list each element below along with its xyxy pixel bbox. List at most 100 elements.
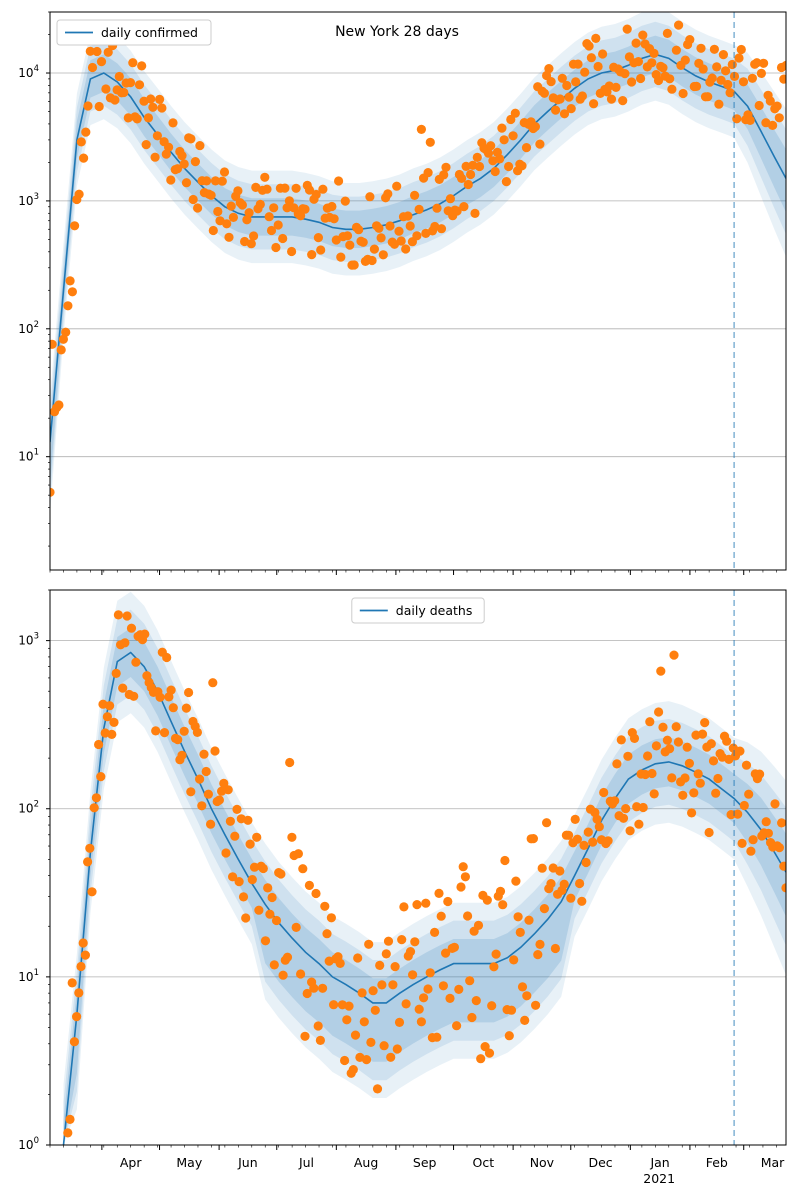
observed-point <box>703 92 713 102</box>
observed-point <box>768 120 778 130</box>
observed-point <box>172 164 183 174</box>
observed-point <box>392 181 402 191</box>
y-tick-exponent: 3 <box>34 192 39 202</box>
observed-point <box>551 105 561 115</box>
observed-point <box>379 1041 389 1051</box>
observed-point <box>225 816 235 826</box>
observed-point <box>419 993 429 1003</box>
observed-point <box>671 45 682 55</box>
observed-point <box>631 38 641 48</box>
figure-title: New York 28 days <box>335 24 459 40</box>
observed-point <box>684 758 695 769</box>
observed-point <box>634 819 644 829</box>
observed-point <box>471 996 481 1006</box>
observed-point <box>559 109 570 119</box>
y-tick-exponent: 4 <box>34 64 39 74</box>
observed-point <box>737 838 747 849</box>
observed-point <box>570 814 580 825</box>
observed-point <box>765 96 775 106</box>
x-axis: Apr May Jun Jul Aug Sep Oct Nov Dec Jan Feb Mar 2021 <box>49 570 785 1186</box>
observed-point <box>744 789 754 799</box>
observed-point <box>414 204 424 214</box>
observed-point <box>230 831 240 841</box>
observed-point <box>515 927 525 938</box>
observed-point <box>452 206 462 216</box>
observed-point <box>673 737 684 747</box>
observed-point <box>113 610 123 620</box>
observed-point <box>241 913 251 923</box>
observed-point <box>232 804 242 815</box>
x-month-label: Sep <box>413 1155 437 1170</box>
observed-point <box>76 961 86 972</box>
observed-point <box>491 949 501 959</box>
observed-point <box>186 787 196 797</box>
observed-point <box>304 185 315 195</box>
observed-point <box>454 984 464 995</box>
observed-point <box>476 1054 486 1064</box>
observed-point <box>69 1037 79 1047</box>
observed-point <box>539 904 550 914</box>
observed-point <box>119 87 129 98</box>
observed-point <box>459 202 469 212</box>
observed-point <box>345 240 355 250</box>
observed-point <box>779 861 786 871</box>
observed-point <box>405 221 415 231</box>
observed-point <box>109 717 119 728</box>
observed-point <box>438 981 448 991</box>
observed-point <box>521 143 532 153</box>
observed-point <box>416 1017 426 1027</box>
observed-point <box>208 225 218 236</box>
observed-point <box>357 988 367 998</box>
x-month-label: Nov <box>530 1155 555 1170</box>
observed-point <box>770 799 780 809</box>
observed-point <box>458 862 468 872</box>
observed-point <box>177 151 187 161</box>
observed-point <box>739 800 749 811</box>
observed-point <box>460 872 470 882</box>
observed-point <box>736 44 746 55</box>
observed-point <box>432 203 442 213</box>
observed-point <box>381 949 391 959</box>
observed-point <box>777 818 786 828</box>
observed-point <box>181 703 191 713</box>
observed-point <box>342 231 353 241</box>
observed-point <box>92 46 102 57</box>
observed-point <box>336 252 346 262</box>
observed-point <box>263 883 273 893</box>
observed-point <box>392 1044 402 1054</box>
x-month-label: May <box>176 1155 202 1170</box>
x-month-label: Aug <box>354 1155 378 1170</box>
observed-point <box>370 1005 380 1015</box>
observed-point <box>638 802 648 813</box>
observed-point <box>781 60 786 71</box>
observed-point <box>774 843 785 853</box>
observed-point <box>353 953 363 963</box>
observed-point <box>511 876 521 886</box>
observed-point <box>213 206 223 217</box>
observed-point <box>179 726 189 736</box>
observed-point <box>781 883 786 893</box>
observed-point <box>709 44 720 54</box>
observed-point <box>466 169 476 180</box>
observed-point <box>155 94 165 104</box>
observed-point <box>287 832 297 842</box>
observed-point <box>436 911 446 921</box>
observed-point <box>70 221 80 231</box>
observed-point <box>340 1055 350 1066</box>
observed-point <box>271 242 281 253</box>
observed-point <box>219 167 230 177</box>
observed-point <box>704 827 714 838</box>
observed-point <box>157 103 167 113</box>
observed-point <box>622 24 632 34</box>
observed-point <box>350 1030 361 1040</box>
observed-point <box>107 729 117 740</box>
observed-point <box>401 244 411 254</box>
observed-point <box>533 950 543 960</box>
observed-point <box>669 650 679 660</box>
observed-point <box>197 801 207 811</box>
observed-point <box>322 929 332 939</box>
observed-point <box>242 215 252 225</box>
observed-point <box>653 75 664 86</box>
observed-point <box>445 194 455 204</box>
observed-point <box>394 226 404 236</box>
